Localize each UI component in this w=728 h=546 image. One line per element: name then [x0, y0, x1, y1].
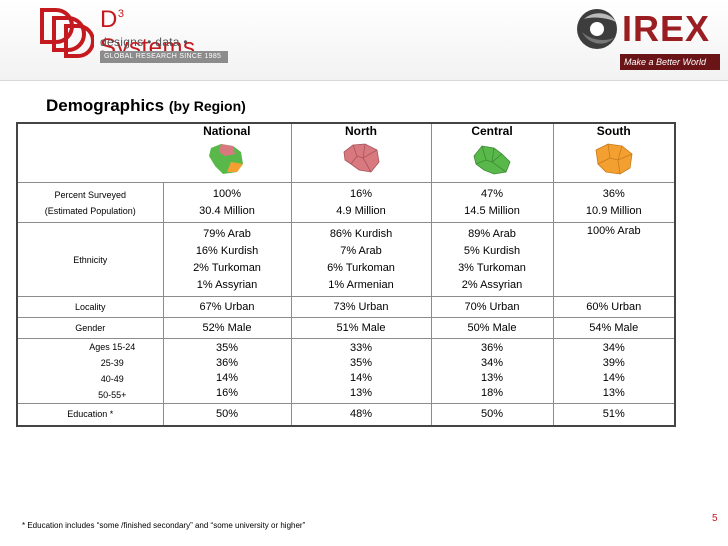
column-header-national: National	[163, 122, 291, 183]
irex-tagline-bar: Make a Better World	[620, 54, 720, 70]
row-label-ages: Ages 15-24 25-39 40-49 50-55+	[16, 338, 163, 404]
cell-ages-central: 36% 34% 13% 18%	[430, 338, 553, 404]
footnote: * Education includes “some /finished sec…	[22, 521, 306, 530]
cell-locality-south: 60% Urban	[552, 296, 676, 318]
cell-gender-north: 51% Male	[290, 317, 431, 339]
row-label-gender: Gender	[16, 317, 163, 339]
row-label-education: Education *	[16, 403, 163, 427]
cell-gender-national: 52% Male	[162, 317, 291, 339]
iraq-map-south-icon	[595, 143, 633, 175]
column-header-south: South	[552, 122, 676, 183]
cell-percent-central: 47% 14.5 Million	[430, 182, 553, 223]
table-row-locality: Locality 67% Urban 73% Urban 70% Urban 6…	[16, 296, 676, 318]
cell-locality-north: 73% Urban	[290, 296, 431, 318]
cell-locality-central: 70% Urban	[430, 296, 553, 318]
cell-ethnicity-central: 89% Arab 5% Kurdish 3% Turkoman 2% Assyrian	[430, 222, 553, 297]
page-title: Demographics (by Region)	[46, 96, 246, 115]
d3-logo-mark-icon	[40, 8, 94, 58]
cell-gender-central: 50% Male	[430, 317, 553, 339]
cell-ethnicity-north: 86% Kurdish 7% Arab 6% Turkoman 1% Armenian	[290, 222, 431, 297]
table-row-gender: Gender 52% Male 51% Male 50% Male 54% Ma…	[16, 317, 676, 339]
iraq-map-north-icon	[343, 143, 380, 173]
iraq-map-national-icon	[208, 144, 243, 174]
column-header-central: Central	[430, 122, 553, 183]
cell-ages-national: 35% 36% 14% 16%	[162, 338, 291, 404]
demographics-table: National North Central South	[16, 122, 676, 427]
row-label-ethnicity: Ethnicity	[16, 222, 163, 297]
cell-education-central: 50%	[430, 403, 553, 427]
table-row-percent-surveyed: Percent Surveyed (Estimated Population) …	[16, 182, 676, 223]
page-number: 5	[712, 513, 718, 524]
table-row-education: Education * 50% 48% 50% 51%	[16, 403, 676, 427]
cell-ages-south: 34% 39% 14% 13%	[552, 338, 676, 404]
header-band: D3 Systems designs • data • decisions GL…	[0, 0, 728, 81]
irex-name: IREX	[622, 8, 711, 49]
iraq-map-central-icon	[473, 145, 511, 175]
d3-systems-logo: D3 Systems designs • data • decisions GL…	[38, 6, 228, 68]
cell-ages-north: 33% 35% 14% 13%	[290, 338, 431, 404]
irex-globe-icon	[577, 9, 617, 49]
row-label-locality: Locality	[16, 296, 163, 318]
cell-locality-national: 67% Urban	[162, 296, 291, 318]
table-header-row: National North Central South	[16, 122, 676, 183]
cell-percent-national: 100% 30.4 Million	[162, 182, 291, 223]
row-label-percent-surveyed: Percent Surveyed (Estimated Population)	[16, 182, 163, 223]
table-row-ethnicity: Ethnicity 79% Arab 16% Kurdish 2% Turkoman…	[16, 222, 676, 297]
cell-education-south: 51%	[552, 403, 676, 427]
table-row-ages: Ages 15-24 25-39 40-49 50-55+ 35% 36% 14% 16% …	[16, 338, 676, 404]
header-empty-cell	[16, 122, 163, 183]
cell-percent-north: 16% 4.9 Million	[290, 182, 431, 223]
column-header-north: North	[290, 122, 431, 183]
irex-logo: IREX Make a Better World	[574, 6, 724, 70]
d3-bar: GLOBAL RESEARCH SINCE 1985	[100, 51, 228, 63]
cell-ethnicity-national: 79% Arab 16% Kurdish 2% Turkoman 1% Assyria…	[162, 222, 291, 297]
cell-education-national: 50%	[162, 403, 291, 427]
cell-percent-south: 36% 10.9 Million	[552, 182, 676, 223]
cell-ethnicity-south: 100% Arab	[552, 222, 676, 297]
cell-gender-south: 54% Male	[552, 317, 676, 339]
cell-education-north: 48%	[290, 403, 431, 427]
